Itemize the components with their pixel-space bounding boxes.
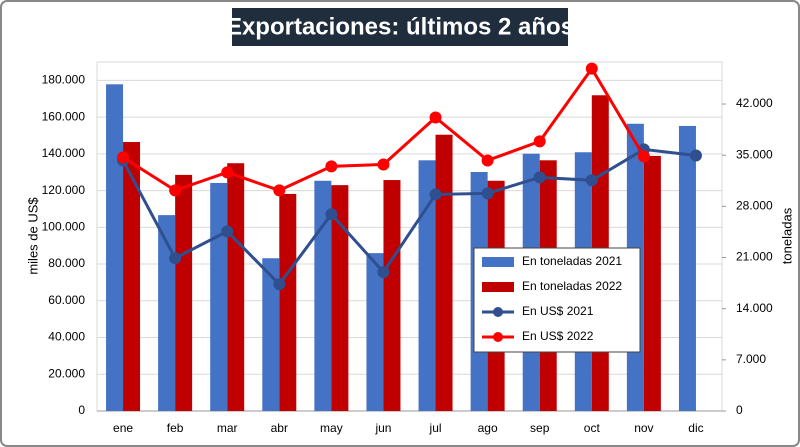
- bar: [210, 182, 228, 411]
- x-tick-label: ene: [113, 421, 133, 435]
- point: [169, 252, 182, 265]
- bar: [158, 215, 176, 411]
- bar: [314, 180, 332, 411]
- y2-tick-label: 28.000: [736, 199, 773, 213]
- point: [533, 135, 546, 148]
- point: [689, 149, 702, 162]
- point: [637, 150, 650, 163]
- x-tick-label: sep: [530, 421, 550, 435]
- x-tick-label: abr: [271, 421, 288, 435]
- chart-title: Exportaciones: últimos 2 años: [226, 13, 574, 40]
- bar: [643, 155, 661, 411]
- y-tick-label: 80.000: [48, 256, 85, 270]
- y-tick-label: 100.000: [42, 219, 86, 233]
- bar: [678, 125, 696, 411]
- legend-label: En toneladas 2021: [522, 254, 622, 268]
- point: [273, 278, 286, 291]
- y-tick-label: 140.000: [42, 146, 86, 160]
- bar: [175, 174, 193, 411]
- y2-tick-label: 21.000: [736, 250, 773, 264]
- point: [585, 174, 598, 187]
- bar: [383, 180, 401, 411]
- bar: [279, 193, 297, 411]
- legend-swatch: [482, 282, 514, 292]
- point: [585, 62, 598, 75]
- legend-swatch: [493, 307, 503, 317]
- y2-tick-label: 0: [736, 403, 743, 417]
- y-tick-label: 160.000: [42, 109, 86, 123]
- y-tick-label: 40.000: [48, 330, 85, 344]
- x-tick-label: ago: [478, 421, 498, 435]
- bar: [366, 253, 384, 411]
- bar: [418, 160, 436, 411]
- y-tick-label: 120.000: [42, 183, 86, 197]
- bar: [331, 185, 349, 411]
- point: [377, 266, 390, 279]
- point: [481, 187, 494, 200]
- y-tick-label: 180.000: [42, 73, 86, 87]
- y-tick-label: 60.000: [48, 293, 85, 307]
- point: [169, 184, 182, 197]
- y-axis-label: miles de US$: [25, 197, 40, 275]
- y2-tick-label: 7.000: [736, 352, 766, 366]
- bar: [435, 134, 453, 411]
- legend-label: En US$ 2022: [522, 329, 594, 343]
- point: [429, 111, 442, 124]
- line: [121, 147, 697, 287]
- x-tick-label: jul: [429, 421, 442, 435]
- x-tick-label: dic: [688, 421, 703, 435]
- point: [117, 151, 130, 164]
- legend-label: En toneladas 2022: [522, 279, 622, 293]
- x-tick-label: feb: [167, 421, 184, 435]
- point: [377, 158, 390, 171]
- y2-tick-label: 35.000: [736, 147, 773, 161]
- point: [325, 160, 338, 173]
- y-tick-label: 20.000: [48, 366, 85, 380]
- point: [429, 188, 442, 201]
- y2-axis-label: toneladas: [779, 207, 794, 264]
- title-box: [232, 8, 568, 46]
- bar: [227, 163, 245, 411]
- x-tick-label: jun: [374, 421, 391, 435]
- point: [533, 171, 546, 184]
- point: [273, 184, 286, 197]
- point: [481, 154, 494, 167]
- x-tick-label: oct: [584, 421, 601, 435]
- bar: [123, 142, 141, 411]
- point: [325, 208, 338, 221]
- legend-swatch: [482, 257, 514, 267]
- point: [221, 225, 234, 238]
- plot-area: [96, 61, 723, 412]
- y2-tick-label: 14.000: [736, 301, 773, 315]
- legend-swatch: [493, 332, 503, 342]
- x-tick-label: may: [320, 421, 343, 435]
- point: [221, 166, 234, 179]
- x-tick-label: nov: [634, 421, 653, 435]
- bar: [262, 258, 280, 411]
- legend-label: En US$ 2021: [522, 304, 594, 318]
- y-tick-label: 0: [78, 403, 85, 417]
- y2-tick-label: 42.000: [736, 96, 773, 110]
- bar: [106, 84, 124, 411]
- x-tick-label: mar: [217, 421, 238, 435]
